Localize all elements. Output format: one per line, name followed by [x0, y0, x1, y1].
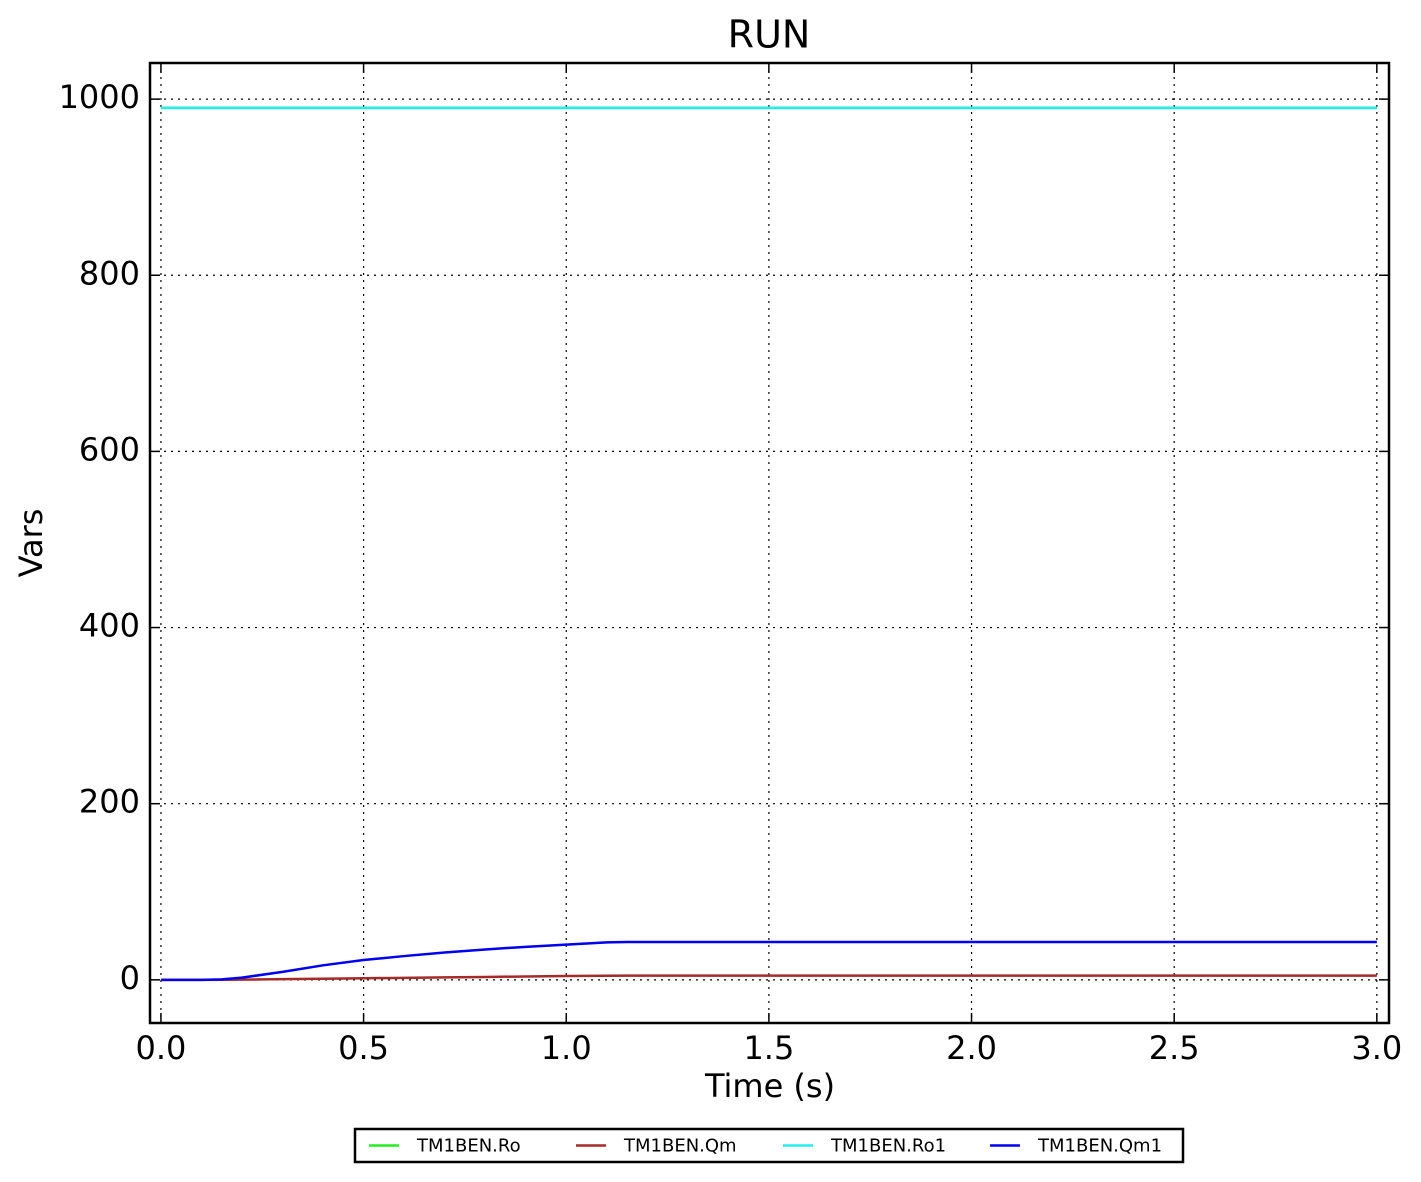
x-axis-label: Time (s)	[704, 1067, 835, 1105]
x-tick-label: 3.0	[1351, 1029, 1402, 1067]
y-tick-label: 400	[79, 607, 140, 645]
y-tick-label: 600	[79, 430, 140, 468]
x-tick-label: 0.5	[338, 1029, 389, 1067]
plot-frame	[148, 61, 1391, 1025]
chart-title: RUN	[728, 13, 811, 57]
series-line	[160, 940, 1377, 982]
legend-label: TM1BEN.Qm	[623, 1136, 737, 1157]
x-tick-label: 1.5	[743, 1029, 794, 1067]
x-tick-label: 0.0	[135, 1029, 186, 1067]
y-tick-label: 200	[79, 783, 140, 821]
legend-label: TM1BEN.Ro	[416, 1136, 521, 1157]
series-line	[160, 974, 1377, 982]
x-tick-label: 1.0	[541, 1029, 592, 1067]
x-tick-label: 2.5	[1149, 1029, 1200, 1067]
legend-box	[353, 1127, 1185, 1164]
y-axis-label: Vars	[12, 509, 50, 578]
legend-label: TM1BEN.Ro1	[830, 1136, 946, 1157]
y-tick-label: 1000	[59, 78, 140, 116]
y-tick-label: 800	[79, 254, 140, 292]
y-tick-label: 0	[120, 959, 140, 997]
legend-label: TM1BEN.Qm1	[1037, 1136, 1162, 1157]
x-tick-label: 2.0	[946, 1029, 997, 1067]
